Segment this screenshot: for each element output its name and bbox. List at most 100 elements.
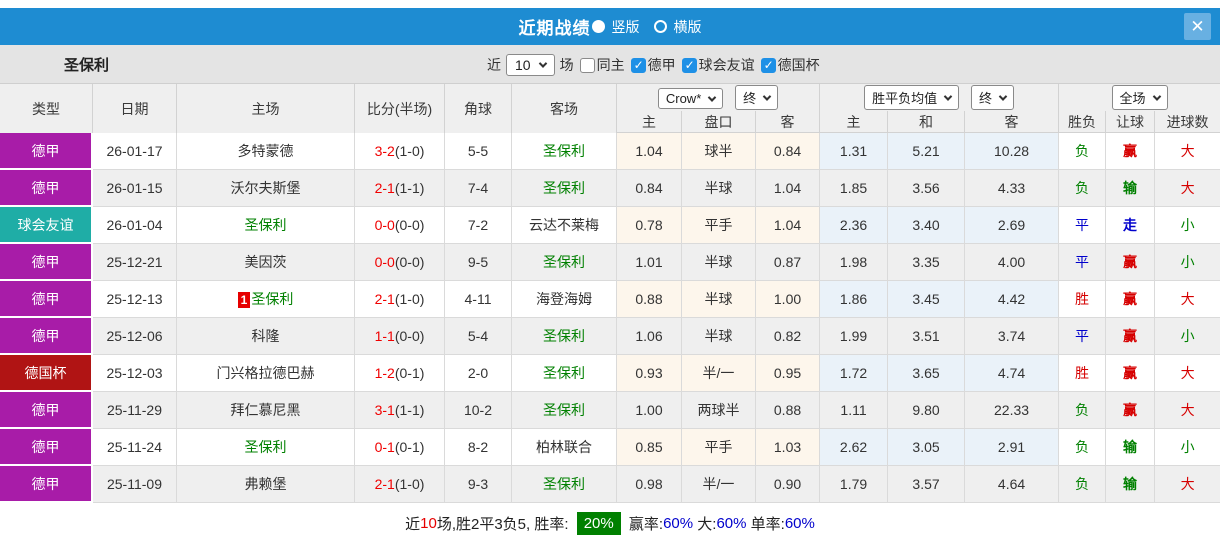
goals-result-cell: 大 [1155, 133, 1220, 170]
away-team-cell: 海登海姆 [512, 281, 617, 318]
league-cell: 德国杯 [0, 355, 93, 392]
table-row: 德甲 26-01-15 沃尔夫斯堡 2-1(1-1) 7-4 圣保利 0.84 半球 1.04 1… [0, 170, 1220, 207]
radio-horizontal-icon[interactable] [653, 20, 667, 33]
subheader-result: 胜负 [1059, 111, 1107, 133]
date-cell: 25-12-06 [93, 318, 177, 355]
goals-result-cell: 大 [1155, 466, 1220, 503]
subheader-ah-away: 客 [756, 111, 821, 133]
checkbox-club-friendly[interactable]: 球会友谊 [681, 55, 755, 75]
result-cell: 负 [1059, 429, 1107, 466]
home-team-cell: 科隆 [177, 318, 355, 355]
score-cell: 0-1(0-1) [355, 429, 445, 466]
away-team-cell: 圣保利 [512, 170, 617, 207]
eu-draw-odds: 3.51 [888, 318, 966, 355]
away-team-cell: 圣保利 [512, 318, 617, 355]
goals-result-cell: 大 [1155, 392, 1220, 429]
checkbox-bundesliga[interactable]: 德甲 [630, 55, 676, 75]
result-cell: 平 [1059, 244, 1107, 281]
handicap-result-cell: 输 [1106, 170, 1156, 207]
odds-period-select[interactable]: 终 [970, 85, 1014, 110]
summary-text: 场,胜2平3负5, 胜率: [436, 515, 573, 533]
chevron-down-icon [538, 58, 547, 68]
summary-text: 10 [420, 514, 437, 532]
eu-away-odds: 4.64 [965, 466, 1060, 503]
chevron-down-icon [943, 91, 953, 101]
ah-away-odds: 0.84 [756, 133, 821, 170]
checkbox-icon[interactable] [630, 57, 646, 73]
goals-result-cell: 小 [1155, 429, 1220, 466]
checkbox-same-home[interactable]: 同主 [579, 55, 625, 75]
handicap-period-select[interactable]: 终 [735, 85, 779, 110]
close-icon[interactable] [1184, 13, 1211, 40]
result-cell: 负 [1059, 466, 1107, 503]
match-count-select[interactable]: 10 [506, 53, 555, 76]
ah-home-odds: 0.98 [617, 466, 682, 503]
summary-text: 大: [693, 515, 717, 533]
checkbox-icon[interactable] [760, 57, 776, 73]
score-cell: 2-1(1-0) [355, 281, 445, 318]
bookmaker-select[interactable]: Crow* [657, 88, 724, 109]
score-cell: 0-0(0-0) [355, 207, 445, 244]
ah-away-odds: 0.87 [756, 244, 821, 281]
checkbox-german-cup[interactable]: 德国杯 [760, 55, 820, 75]
handicap-result-cell: 走 [1106, 207, 1156, 244]
league-cell: 球会友谊 [0, 207, 93, 244]
summary-footer: 近 10 场,胜2平3负5, 胜率: 20% 赢率: 60% 大: 60% 单率: 60% [0, 504, 1220, 542]
table-row: 德甲 26-01-17 多特蒙德 3-2(1-0) 5-5 圣保利 1.04 球半 0.84 1.… [0, 133, 1220, 170]
checkbox-icon[interactable] [579, 57, 595, 73]
corners-cell: 8-2 [445, 429, 512, 466]
date-cell: 25-11-24 [93, 429, 177, 466]
checkbox-icon[interactable] [681, 57, 697, 73]
odds-avg-select[interactable]: 胜平负均值 [864, 85, 960, 110]
results-table: 类型 日期 主场 比分(半场) 角球 客场 Crow* 终 [0, 84, 1220, 503]
goals-result-cell: 大 [1155, 170, 1220, 207]
score-cell: 3-2(1-0) [355, 133, 445, 170]
ah-line: 球半 [682, 133, 756, 170]
date-cell: 25-11-29 [93, 392, 177, 429]
ah-away-odds: 1.04 [756, 170, 821, 207]
chevron-down-icon [1152, 91, 1161, 101]
matches-label: 场 [559, 56, 574, 73]
eu-home-odds: 2.62 [820, 429, 889, 466]
win-rate-badge: 20% [576, 511, 621, 535]
radio-vertical-label[interactable]: 竖版 [611, 18, 640, 35]
chevron-down-icon [708, 92, 717, 102]
score-cell: 1-2(0-1) [355, 355, 445, 392]
header-score: 比分(半场) [355, 84, 445, 133]
away-team-cell: 圣保利 [512, 466, 617, 503]
recent-label: 近 [487, 56, 501, 73]
team-name: 圣保利 [64, 57, 110, 74]
eu-home-odds: 1.86 [820, 281, 889, 318]
ah-line: 半球 [682, 170, 756, 207]
bookmaker-value: Crow* [665, 91, 702, 106]
results-tbody: 德甲 26-01-17 多特蒙德 3-2(1-0) 5-5 圣保利 1.04 球半 0.84 1.… [0, 133, 1220, 503]
home-team-cell: 1 圣保利 [177, 281, 355, 318]
scope-select[interactable]: 全场 [1111, 85, 1168, 110]
result-cell: 平 [1059, 207, 1107, 244]
home-team-cell: 门兴格拉德巴赫 [177, 355, 355, 392]
table-row: 德甲 25-11-09 弗赖堡 2-1(1-0) 9-3 圣保利 0.98 半/一 0.90 1.… [0, 466, 1220, 503]
corners-cell: 7-2 [445, 207, 512, 244]
eu-home-odds: 1.99 [820, 318, 889, 355]
date-cell: 25-11-09 [93, 466, 177, 503]
handicap-result-cell: 赢 [1106, 133, 1156, 170]
header-date: 日期 [93, 84, 177, 133]
home-team-cell: 拜仁慕尼黑 [177, 392, 355, 429]
ah-home-odds: 0.88 [617, 281, 682, 318]
ah-home-odds: 1.04 [617, 133, 682, 170]
ah-home-odds: 1.00 [617, 392, 682, 429]
subheader-eu-home: 主 [820, 111, 889, 133]
eu-draw-odds: 9.80 [888, 392, 966, 429]
radio-horizontal-label[interactable]: 横版 [673, 18, 702, 35]
eu-away-odds: 4.33 [965, 170, 1060, 207]
handicap-result-cell: 赢 [1106, 281, 1156, 318]
score-cell: 0-0(0-0) [355, 244, 445, 281]
result-cell: 负 [1059, 392, 1107, 429]
rank-badge: 1 [237, 292, 251, 309]
eu-draw-odds: 3.40 [888, 207, 966, 244]
ah-home-odds: 1.01 [617, 244, 682, 281]
radio-vertical-selected-icon[interactable] [591, 20, 605, 33]
home-team-cell: 多特蒙德 [177, 133, 355, 170]
handicap-result-cell: 输 [1106, 466, 1156, 503]
handicap-result-cell: 赢 [1106, 355, 1156, 392]
